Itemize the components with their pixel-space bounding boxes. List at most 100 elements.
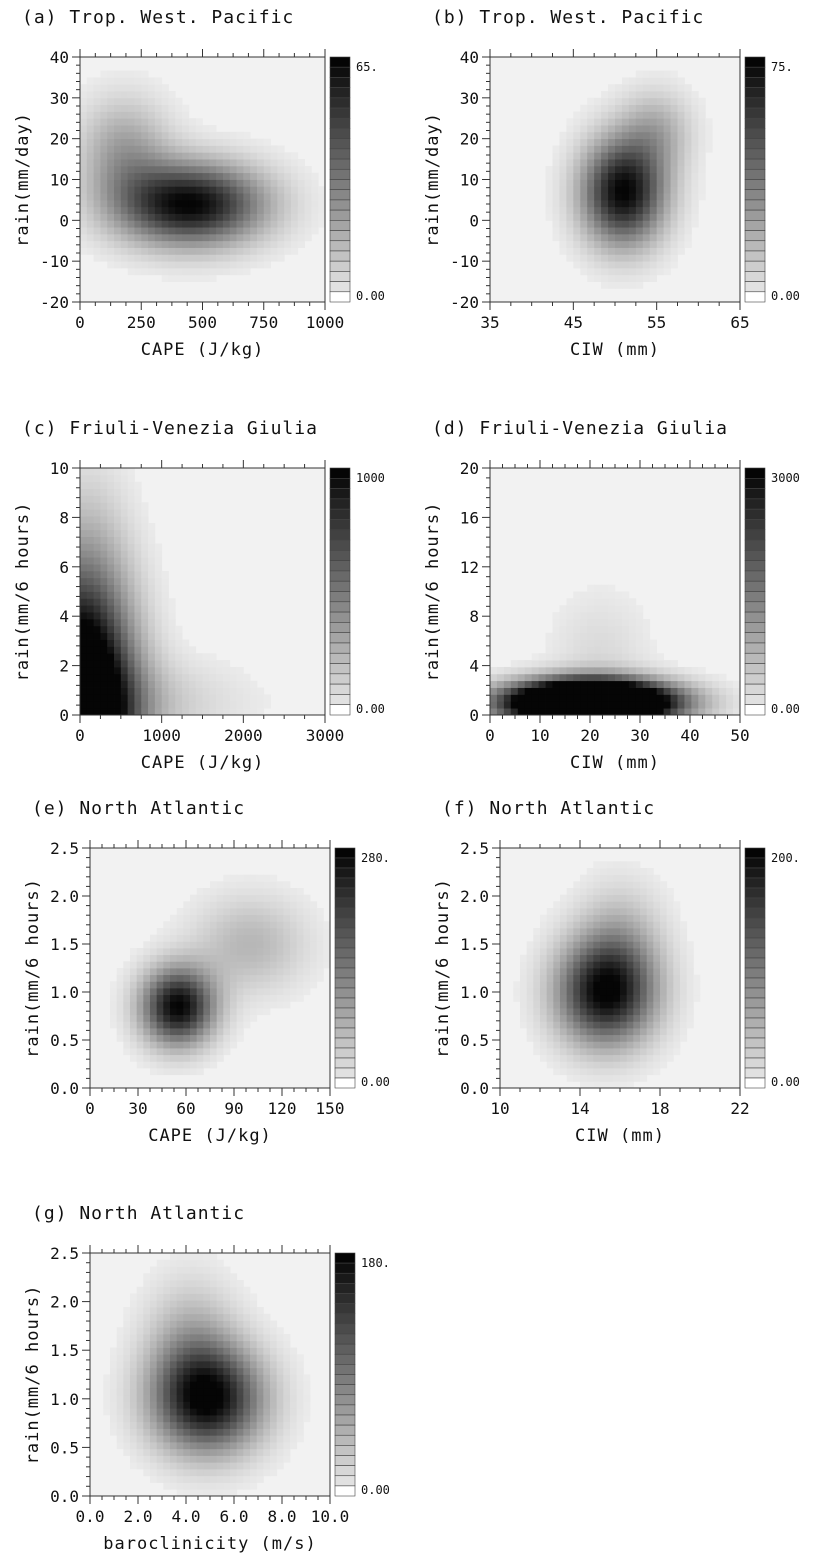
heatmap-cell: [600, 981, 608, 989]
heatmap-cell: [256, 186, 265, 194]
colorbar-band: [744, 704, 766, 716]
heatmap-cell: [148, 91, 156, 99]
heatmap-cell: [580, 220, 588, 228]
heatmap-cell: [250, 988, 258, 996]
heatmap-cell: [210, 1374, 218, 1382]
heatmap-cell: [303, 934, 311, 942]
heatmap-cell: [202, 233, 210, 242]
heatmap-cell: [222, 680, 231, 688]
heatmap-cell: [163, 988, 171, 996]
heatmap-cell: [691, 138, 699, 146]
heatmap-cell: [80, 612, 88, 620]
heatmap-cell: [216, 1266, 224, 1274]
y-axis-label: rain(mm/6 hours): [23, 878, 43, 1058]
colorbar-min-label: 0.00: [771, 1075, 800, 1089]
heatmap-cell: [663, 206, 671, 214]
heatmap-cell: [277, 172, 285, 180]
heatmap-cell: [663, 261, 671, 269]
heatmap-cell: [640, 921, 648, 929]
colorbar-band: [329, 508, 351, 520]
heatmap-cell: [587, 179, 595, 187]
heatmap-cell: [553, 901, 561, 909]
heatmap-cell: [216, 981, 224, 989]
heatmap-cell: [216, 1394, 224, 1402]
heatmap-cell: [263, 994, 271, 1002]
heatmap-cell: [93, 111, 101, 119]
heatmap-cell: [223, 894, 231, 902]
heatmap-cell: [303, 954, 311, 962]
heatmap-cell: [123, 1354, 131, 1362]
heatmap-cell: [222, 227, 231, 235]
heatmap-cell: [161, 680, 169, 688]
heatmap-cell: [606, 1048, 614, 1056]
heatmap-cell: [80, 220, 88, 228]
heatmap-cell: [156, 1347, 164, 1355]
heatmap-cell: [250, 928, 258, 936]
heatmap-cell: [601, 618, 609, 627]
heatmap-cell: [148, 550, 156, 558]
heatmap-cell: [229, 186, 237, 194]
heatmap-cell: [600, 1054, 608, 1062]
heatmap-cell: [243, 179, 251, 187]
heatmap-cell: [183, 1347, 191, 1355]
heatmap-cell: [608, 653, 616, 661]
heatmap-cell: [134, 145, 142, 153]
heatmap-cell: [190, 1421, 198, 1429]
heatmap-cell: [141, 220, 149, 228]
heatmap-cell: [190, 1401, 198, 1409]
heatmap-cell: [649, 172, 658, 180]
heatmap-cell: [580, 625, 588, 634]
heatmap-cell: [229, 708, 237, 716]
heatmap-cell: [130, 1448, 138, 1456]
heatmap-cell: [277, 240, 285, 248]
heatmap-cell: [635, 612, 644, 620]
heatmap-cell: [663, 118, 671, 126]
heatmap-cell: [182, 267, 190, 276]
colorbar-band: [329, 498, 351, 510]
heatmap-cell: [646, 974, 654, 982]
heatmap-cell: [559, 131, 567, 140]
heatmap-cell: [243, 961, 251, 969]
heatmap-cell: [277, 152, 285, 160]
heatmap-cell: [229, 233, 237, 242]
heatmap-cell: [154, 598, 163, 606]
heatmap-cell: [190, 954, 198, 962]
heatmap-cell: [209, 131, 217, 140]
heatmap-cell: [642, 125, 651, 133]
heatmap-cell: [210, 1401, 218, 1409]
heatmap-cell: [656, 118, 665, 126]
heatmap-cell: [127, 660, 135, 668]
heatmap-cell: [161, 639, 169, 647]
heatmap-cell: [566, 1034, 574, 1042]
heatmap-cell: [552, 639, 560, 647]
heatmap-cell: [223, 1334, 231, 1342]
heatmap-cell: [148, 118, 156, 126]
heatmap-cell: [553, 1054, 561, 1062]
heatmap-cell: [223, 1408, 231, 1416]
heatmap-cell: [176, 1408, 184, 1416]
heatmap-cell: [608, 111, 616, 119]
heatmap-cell: [154, 247, 163, 255]
heatmap-cell: [229, 193, 237, 201]
heatmap-cell: [560, 914, 568, 922]
heatmap-cell: [666, 994, 674, 1002]
heatmap-cell: [170, 1482, 178, 1490]
heatmap-cell: [587, 625, 595, 634]
heatmap-cell: [161, 261, 169, 269]
heatmap-cell: [107, 625, 115, 634]
heatmap-cell: [80, 233, 88, 242]
heatmap-cell: [250, 1001, 258, 1009]
heatmap-cell: [276, 901, 284, 909]
heatmap-cell: [110, 1354, 118, 1362]
heatmap-cell: [566, 701, 574, 709]
heatmap-cell: [100, 488, 108, 496]
heatmap-cell: [114, 550, 122, 558]
heatmap-cell: [143, 1361, 151, 1369]
heatmap-cell: [148, 206, 156, 214]
heatmap-cell: [580, 247, 588, 255]
heatmap-cell: [243, 694, 251, 702]
heatmap-cell: [114, 666, 122, 675]
heatmap-cell: [170, 968, 178, 976]
heatmap-cell: [202, 267, 210, 276]
